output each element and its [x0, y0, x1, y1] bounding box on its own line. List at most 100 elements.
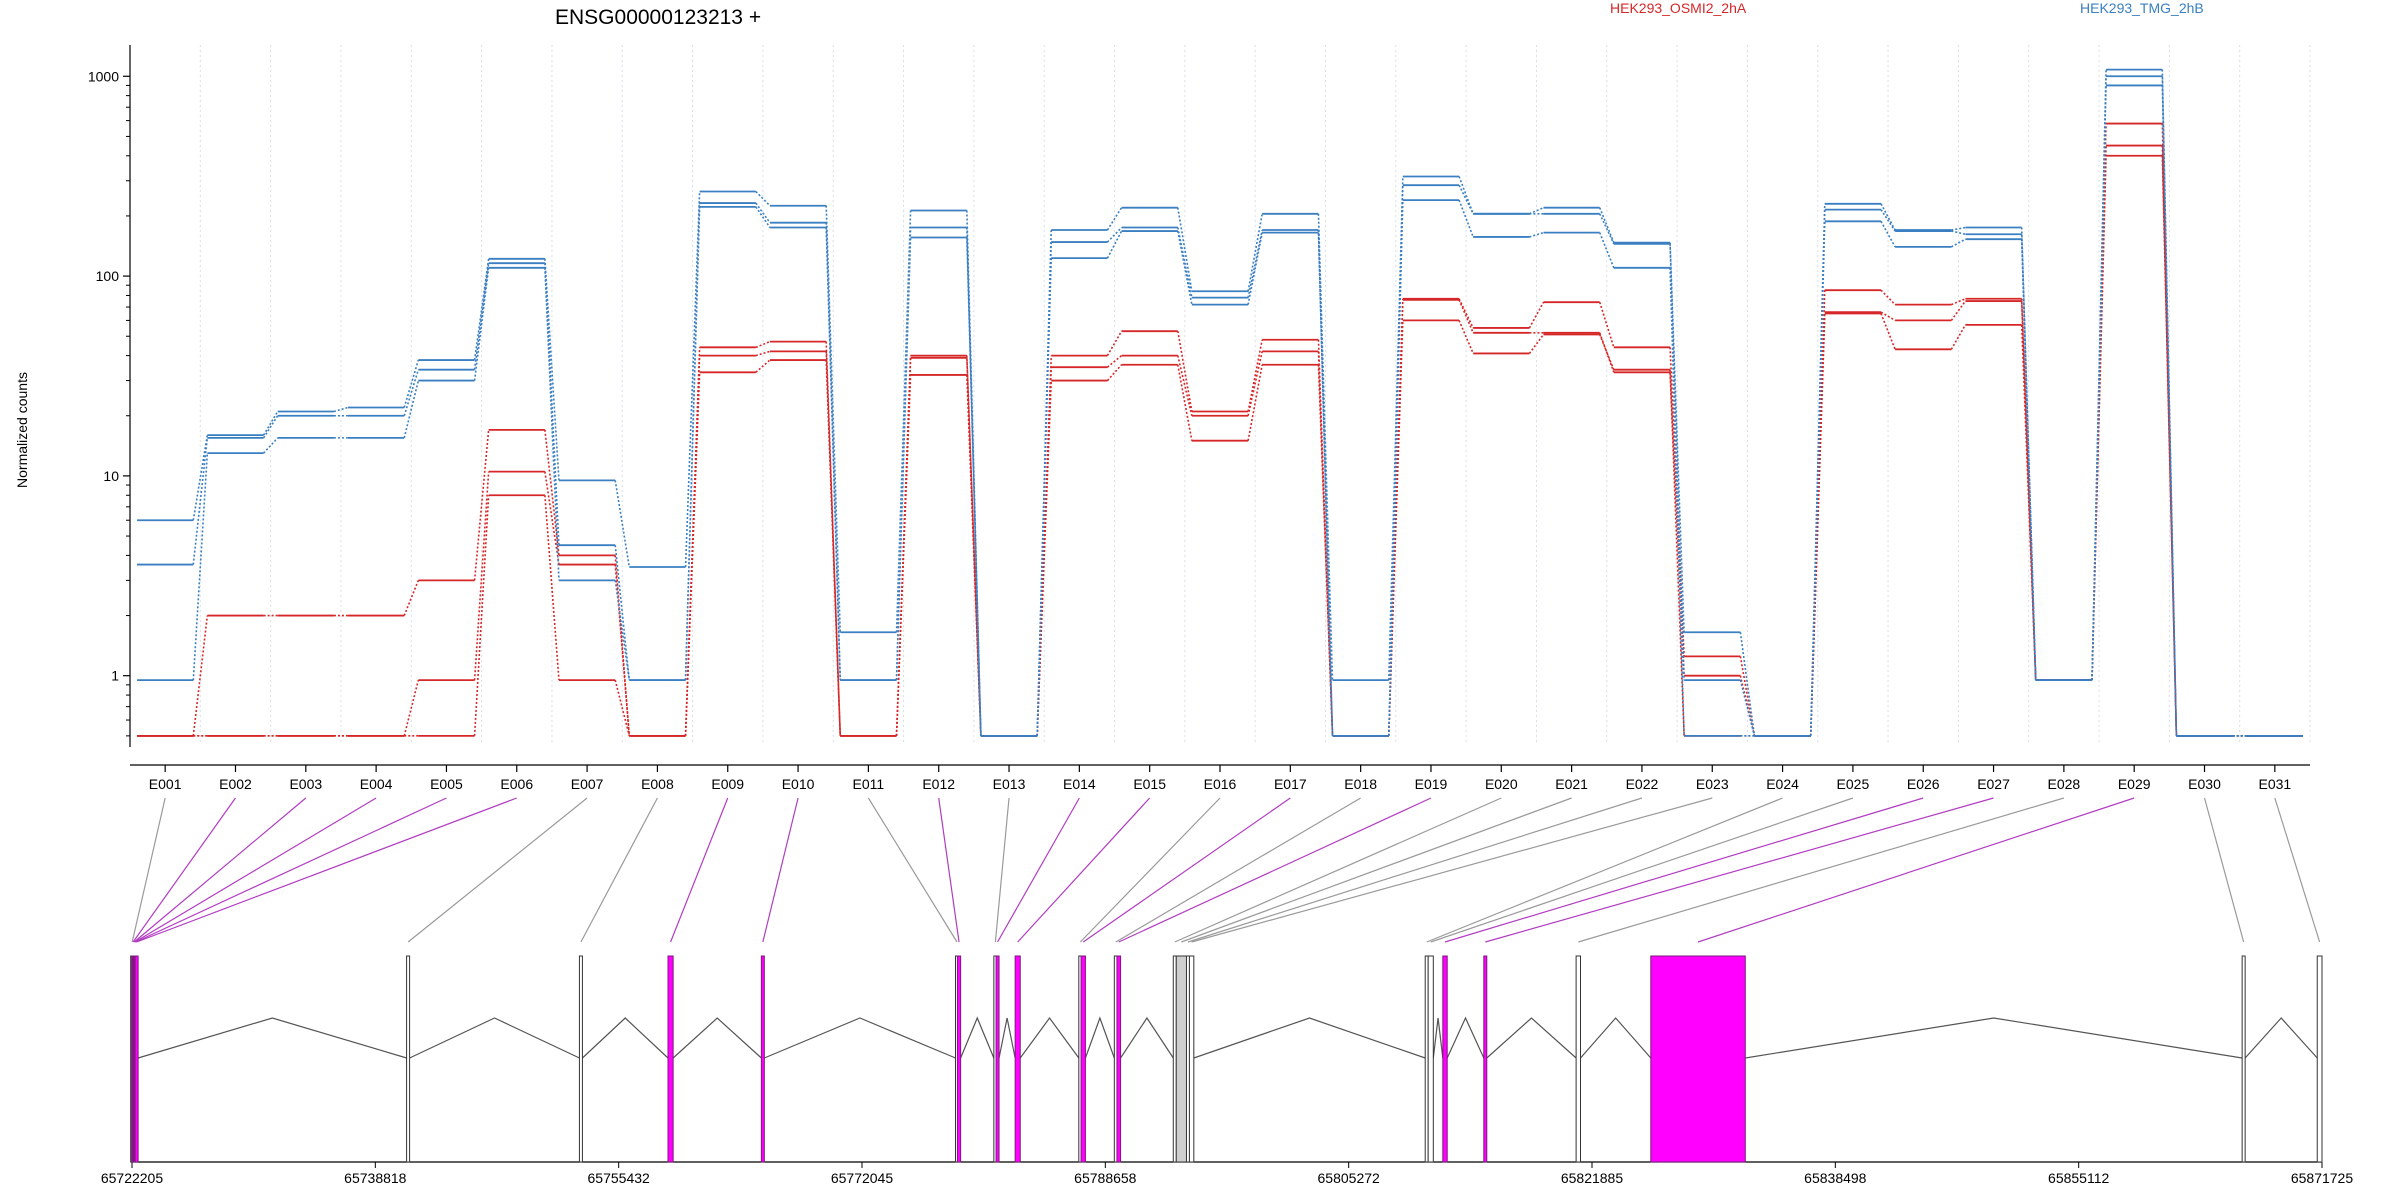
intron-line [1745, 1017, 2243, 1059]
data-connector [755, 202, 771, 224]
data-connector [403, 679, 420, 737]
exon-box-e031 [2316, 955, 2323, 1163]
data-connector [825, 360, 842, 736]
data-connector [1880, 313, 1896, 350]
exon-connector-e022 [1187, 797, 1643, 943]
data-connector [473, 267, 490, 381]
exon-label-e016: E016 [1204, 776, 1237, 792]
data-connector [333, 406, 349, 413]
exon-label-e006: E006 [500, 776, 533, 792]
data-connector [1669, 369, 1685, 736]
exon-label-e009: E009 [711, 776, 744, 792]
exon-box-e028 [1575, 955, 1582, 1163]
genomic-coordinate-label: 65772045 [831, 1170, 894, 1186]
exon-connector-e003 [133, 797, 307, 943]
exon-label-e026: E026 [1907, 776, 1940, 792]
gene-model: 65722205 65738818 65755432 65772045 65788658… [101, 955, 2354, 1186]
data-connector [1106, 207, 1123, 231]
intron-line [1432, 1017, 1444, 1059]
data-connector [895, 374, 912, 736]
chart-title: ENSG00000123213 + [555, 6, 761, 29]
legend-entry-tmg: HEK293_TMG_2hB [2080, 0, 2204, 16]
intron-line [1084, 1016, 1115, 1059]
exon-label-e010: E010 [782, 776, 815, 792]
series-lines [137, 68, 2303, 737]
data-connector [262, 411, 279, 436]
exon-connector-e017 [1082, 797, 1291, 943]
data-connector [614, 545, 631, 681]
data-connector [1669, 243, 1685, 681]
data-connector [614, 580, 631, 681]
data-connector [1106, 330, 1123, 356]
series-osmi2-2 [137, 154, 2303, 737]
intron-line [2244, 1017, 2318, 1059]
exon-connector-e015 [1017, 797, 1151, 943]
exon-connector-e020 [1174, 797, 1502, 943]
exon-box-e008 [578, 955, 583, 1163]
exon-connector-e009 [670, 797, 729, 943]
data-connector [1247, 364, 1263, 441]
data-connector [684, 191, 701, 568]
exon-connector-e030 [2203, 797, 2245, 943]
data-connector [1880, 203, 1896, 231]
intron-line [409, 1017, 580, 1059]
exon-label-e002: E002 [219, 776, 252, 792]
exon-connector-e005 [135, 797, 447, 943]
exon-label-e017: E017 [1274, 776, 1307, 792]
exon-box-e014 [995, 955, 1000, 1163]
genomic-coordinate-label: 65805272 [1318, 1170, 1381, 1186]
exon-connector-e012 [938, 797, 960, 943]
data-connector [1739, 656, 1756, 736]
data-connector [966, 227, 982, 736]
data-connector [1458, 299, 1474, 334]
data-connector [1177, 364, 1193, 441]
exon-label-e024: E024 [1766, 776, 1799, 792]
data-connector [1247, 213, 1263, 292]
exon-label-e022: E022 [1626, 776, 1659, 792]
exon-box-e029 [1650, 955, 1746, 1163]
intron-line [672, 1017, 762, 1059]
exon-box-e007 [406, 955, 411, 1163]
data-connector [755, 206, 771, 228]
data-connector [473, 429, 490, 581]
y-tick-label: 10 [103, 468, 119, 484]
exon-connector-e002 [132, 797, 236, 943]
exon-connector-e028 [1578, 797, 2065, 943]
data-connector [614, 480, 631, 568]
exon-connector-e024 [1426, 797, 1783, 943]
exon-label-e007: E007 [571, 776, 604, 792]
data-connector [684, 372, 701, 736]
y-tick-label: 100 [96, 268, 120, 284]
exon-connector-e010 [762, 797, 799, 943]
data-connector [1247, 232, 1263, 305]
exon-connector-e008 [580, 797, 658, 943]
exon-label-e030: E030 [2188, 776, 2221, 792]
data-connector [1106, 226, 1123, 243]
data-connector [1458, 184, 1474, 215]
exon-label-e013: E013 [993, 776, 1026, 792]
data-connector [895, 237, 912, 681]
data-connector [755, 190, 771, 207]
intron-line [764, 1017, 956, 1059]
exon-box-e026 [1442, 955, 1448, 1163]
exon-connector-e011 [867, 797, 958, 943]
data-connector [1387, 200, 1404, 736]
legend-entry-osmi2: HEK293_OSMI2_2hA [1610, 0, 1747, 16]
genomic-coordinate-label: 65788658 [1074, 1170, 1137, 1186]
data-connector [1036, 380, 1053, 736]
exon-connector-e001 [131, 797, 166, 943]
data-connector [544, 429, 560, 556]
exon-box-e025 [1427, 955, 1434, 1163]
data-connector [1951, 298, 1966, 306]
genomic-coordinate-label: 65871725 [2291, 1170, 2354, 1186]
exon-connectors [131, 797, 2321, 943]
intron-line [582, 1017, 669, 1059]
data-connector [755, 340, 771, 349]
data-connector [544, 267, 560, 581]
data-connector [825, 351, 842, 736]
exon-connector-e014 [997, 797, 1080, 943]
data-connector [1528, 301, 1545, 329]
exon-label-e003: E003 [289, 776, 322, 792]
exon-label-e011: E011 [853, 776, 885, 792]
